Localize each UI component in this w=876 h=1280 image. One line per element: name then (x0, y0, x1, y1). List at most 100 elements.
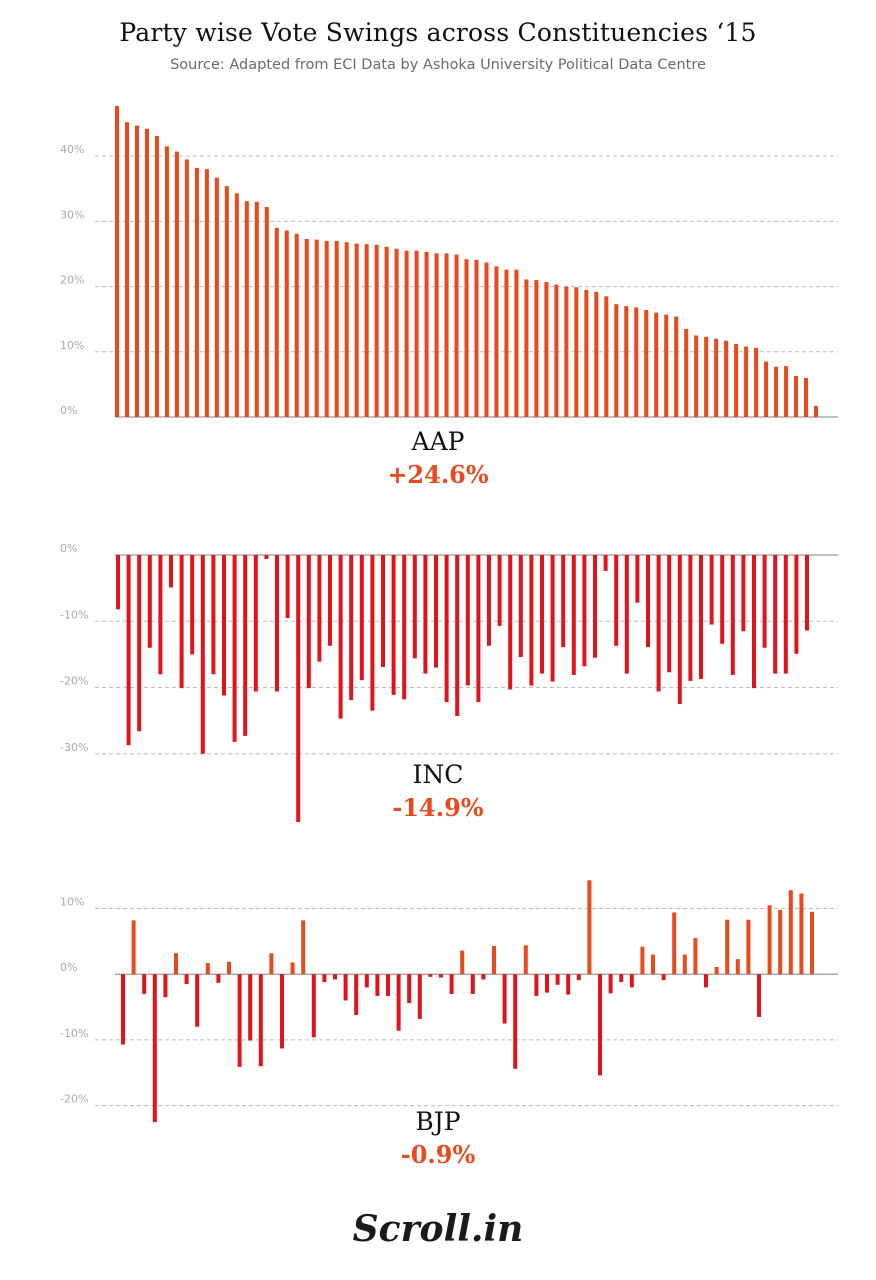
aap-bar (694, 335, 699, 417)
bjp-bar (375, 974, 380, 996)
aap-bar (594, 291, 599, 417)
aap-bar (264, 207, 269, 417)
aap-bar (544, 282, 549, 417)
inc-bar (635, 555, 640, 603)
inc-bar (275, 555, 279, 692)
aap-bar (564, 286, 569, 417)
aap-bar (584, 289, 589, 417)
inc-bar (179, 555, 184, 689)
aap-bar (614, 304, 619, 417)
bjp-bar (205, 963, 210, 975)
inc-overall-swing: -14.9% (392, 793, 484, 822)
bjp-bar (788, 890, 793, 975)
bjp-bar (661, 974, 666, 981)
inc-bar (222, 555, 226, 696)
bjp-bar (280, 974, 284, 1049)
inc-bar (317, 555, 322, 662)
aap-bar (184, 159, 189, 417)
inc-bar (402, 555, 407, 700)
aap-bar (424, 252, 429, 417)
bjp-bar (417, 974, 422, 1019)
bjp-bar (258, 974, 263, 1067)
bjp-bar (555, 974, 560, 985)
inc-bar (190, 555, 195, 655)
inc-bar (455, 555, 460, 716)
bjp-bar (439, 974, 443, 978)
bjp-tick-label: 0% (60, 961, 77, 974)
inc-bar (688, 555, 693, 681)
bjp-bar (354, 974, 359, 1015)
bjp-bar (576, 974, 581, 981)
inc-bar (561, 555, 566, 648)
inc-bar (656, 555, 661, 692)
inc-bar (200, 555, 205, 754)
aap-overall-swing: +24.6% (387, 460, 489, 489)
aap-bar (404, 250, 409, 417)
inc-bar (211, 555, 216, 675)
aap-bar (664, 314, 669, 417)
aap-bar (804, 377, 809, 418)
aap-bar (304, 238, 309, 417)
bjp-bar (301, 920, 306, 975)
inc-bar (253, 555, 258, 692)
aap-tick-label: 0% (60, 404, 77, 417)
aap-bar (534, 280, 539, 417)
bjp-party-label: BJP (415, 1107, 461, 1136)
aap-bar (794, 375, 799, 417)
aap-bar (754, 347, 759, 417)
inc-bar (169, 555, 173, 588)
aap-bar (214, 177, 219, 417)
bjp-panel: 10% 0% -10% -20% BJP -0.9% (60, 880, 838, 1169)
aap-tick-label: 20% (60, 274, 84, 287)
inc-bar (614, 555, 619, 646)
bjp-bar (216, 974, 221, 983)
inc-bar (338, 555, 343, 719)
aap-tick-label: 30% (60, 208, 84, 221)
aap-bar (394, 248, 399, 417)
bjp-bar (778, 909, 783, 975)
inc-bar (465, 555, 470, 686)
aap-bar (684, 328, 689, 417)
bjp-bar (407, 974, 412, 1004)
aap-bar (134, 125, 139, 418)
aap-bar (274, 227, 279, 417)
aap-tick-label: 10% (60, 339, 84, 352)
inc-bar-chart: 0% -10% -20% -30% (60, 542, 838, 822)
aap-bar (734, 343, 739, 417)
aap-bar (294, 233, 299, 417)
inc-party-label: INC (412, 760, 464, 789)
aap-bar (784, 366, 789, 417)
bjp-bar (799, 893, 804, 975)
bjp-bar (757, 974, 761, 1017)
bjp-bar (587, 880, 592, 975)
bjp-bar (513, 974, 518, 1069)
inc-bar (232, 555, 237, 742)
bjp-bar (810, 911, 814, 975)
bjp-overall-swing: -0.9% (400, 1140, 476, 1169)
aap-bar (364, 244, 369, 417)
bjp-bar (714, 967, 719, 975)
inc-bar (285, 555, 290, 618)
scroll-logo[interactable]: Scroll.in (352, 1208, 524, 1250)
inc-bar (381, 555, 385, 667)
inc-bar (158, 555, 163, 675)
aap-bar (744, 346, 749, 417)
aap-bar (434, 253, 439, 417)
bjp-bar (481, 974, 486, 980)
aap-bar (764, 361, 769, 417)
inc-bar (783, 555, 788, 674)
bjp-bar (640, 946, 645, 975)
bjp-bar (428, 974, 433, 977)
bjp-bar (163, 974, 168, 998)
aap-bar (654, 312, 659, 417)
bjp-tick-label: -20% (60, 1093, 88, 1106)
bjp-bar (545, 974, 549, 993)
inc-bar (487, 555, 491, 646)
aap-bar (354, 243, 359, 417)
aap-bar (634, 307, 639, 417)
bjp-bar (343, 974, 348, 1001)
bjp-bar (460, 950, 465, 975)
aap-bar (814, 405, 818, 417)
inc-bar (709, 555, 714, 625)
bjp-bar (396, 974, 401, 1031)
